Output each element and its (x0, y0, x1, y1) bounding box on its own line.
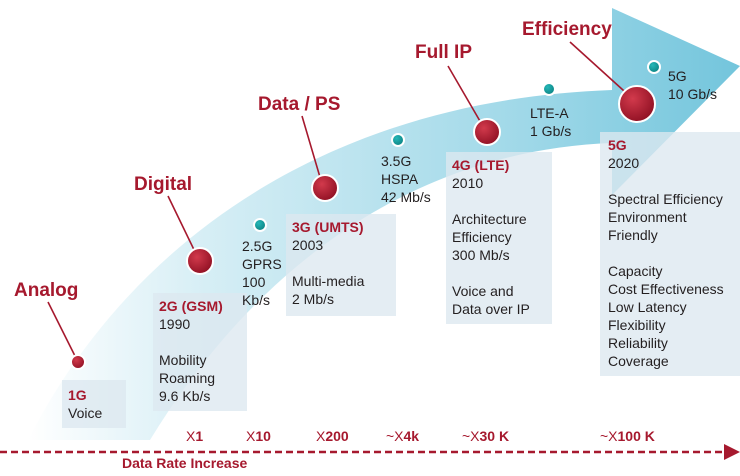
gen-5g-line: Friendly (608, 227, 658, 243)
gen-2g-year: 1990 (159, 316, 191, 332)
gen-2g-line: Mobility (159, 352, 207, 368)
era-efficiency: Efficiency (522, 19, 612, 40)
multiplier-x200: X200 (316, 428, 349, 444)
node-4g (473, 118, 501, 146)
node-2-5g (253, 218, 267, 232)
axis-arrowhead (724, 444, 740, 460)
era-full-ip: Full IP (415, 42, 472, 63)
gen-4g-line: Voice and (452, 283, 514, 299)
gen-2g-title: 2G (GSM) (159, 298, 223, 314)
node-5g-peak (647, 60, 661, 74)
gen-4g-line: Data over IP (452, 301, 530, 317)
gen-5g-title: 5G (608, 137, 627, 153)
gen-4g-line: Architecture (452, 211, 527, 227)
node-3-5g (391, 133, 405, 147)
leader-full-ip (447, 65, 485, 129)
leader-efficiency (569, 41, 635, 101)
gen-5g-line: Coverage (608, 353, 669, 369)
axis-label: Data Rate Increase (122, 455, 248, 471)
label-5g-peak: 5G 10 Gb/s (668, 68, 718, 102)
leader-digital (167, 195, 199, 259)
gen-3g-title: 3G (UMTS) (292, 219, 364, 235)
gen-5g-line: Cost Effectiveness (608, 281, 724, 297)
era-digital: Digital (134, 174, 193, 195)
label-3-5g: 3.5G HSPA 42 Mb/s (381, 153, 431, 205)
gen-5g-year: 2020 (608, 155, 640, 171)
gen-5g-line: Environment (608, 209, 687, 225)
leader-lines (47, 41, 635, 363)
multiplier-100k: ~X100 K (600, 428, 655, 444)
multiplier-4k: ~X4k (386, 428, 420, 444)
gen-3g-year: 2003 (292, 237, 324, 253)
multiplier-x1: X1 (186, 428, 204, 444)
label-lte-a: LTE-A 1 Gb/s (530, 105, 572, 139)
gen-1g-box: 1G Voice (62, 380, 126, 428)
leader-analog (47, 301, 79, 363)
gen-2g-box: 2G (GSM) 1990 Mobility Roaming 9.6 Kb/s (153, 293, 247, 411)
node-1g (70, 354, 86, 370)
gen-3g-line: 2 Mb/s (292, 291, 335, 307)
node-3g (311, 174, 339, 202)
node-2g (186, 247, 214, 275)
gen-5g-line: Flexibility (608, 317, 666, 333)
node-lte-a (542, 82, 556, 96)
gen-4g-line: 300 Mb/s (452, 247, 510, 263)
gen-4g-line: Efficiency (452, 229, 512, 245)
gen-4g-box: 4G (LTE) 2010 Architecture Efficiency 30… (446, 152, 552, 324)
gen-5g-line: Reliability (608, 335, 668, 351)
era-data-ps: Data / PS (258, 94, 341, 115)
multiplier-30k: ~X30 K (462, 428, 510, 444)
leader-data-ps (301, 115, 323, 185)
gen-4g-title: 4G (LTE) (452, 157, 510, 173)
era-analog: Analog (14, 280, 79, 301)
gen-5g-line: Capacity (608, 263, 663, 279)
gen-5g-line: Spectral Efficiency (608, 191, 723, 207)
gen-3g-box: 3G (UMTS) 2003 Multi-media 2 Mb/s (286, 214, 396, 316)
gen-5g-line: Low Latency (608, 299, 687, 315)
node-5g (618, 85, 656, 123)
gen-5g-box: 5G 2020 Spectral Efficiency Environment … (600, 132, 740, 376)
gen-1g-title: 1G (68, 387, 87, 403)
gen-1g-line: Voice (68, 405, 103, 421)
gen-3g-line: Multi-media (292, 273, 365, 289)
multiplier-x10: X10 (246, 428, 271, 444)
gen-4g-year: 2010 (452, 175, 484, 191)
gen-2g-line: 9.6 Kb/s (159, 388, 211, 404)
label-2-5g: 2.5G GPRS 100 Kb/s (242, 238, 282, 308)
gen-2g-line: Roaming (159, 370, 216, 386)
